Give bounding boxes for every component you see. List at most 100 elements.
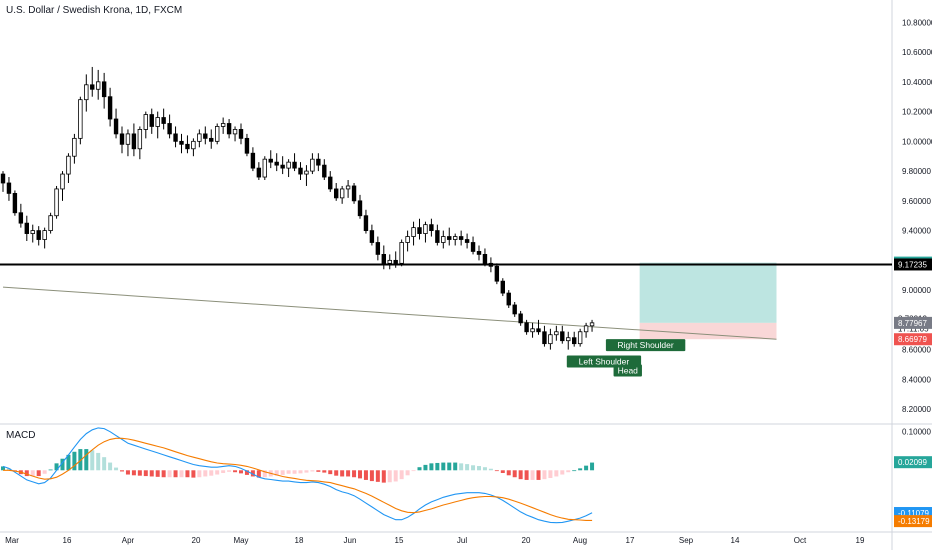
macd-histogram-bar bbox=[221, 470, 226, 473]
macd-histogram-bar bbox=[548, 470, 553, 478]
candle bbox=[351, 185, 357, 202]
macd-title: MACD bbox=[6, 430, 36, 441]
macd-histogram-bar bbox=[459, 463, 464, 471]
macd-histogram-bar bbox=[78, 449, 83, 471]
candle bbox=[60, 173, 65, 190]
macd-histogram-bar bbox=[411, 470, 416, 472]
macd-histogram-bar bbox=[518, 470, 523, 480]
candle bbox=[328, 176, 333, 190]
macd-histogram-bar bbox=[429, 463, 434, 471]
macd-histogram-bar bbox=[572, 470, 577, 472]
candle bbox=[583, 325, 589, 333]
macd-histogram-bar bbox=[358, 470, 362, 479]
macd-histogram-bar bbox=[310, 470, 315, 472]
price-tick-label: 10.00000 bbox=[902, 137, 932, 146]
candle bbox=[589, 322, 595, 327]
target-zone bbox=[639, 262, 777, 323]
pattern-label: Left Shoulder bbox=[579, 357, 630, 367]
stop-zone bbox=[639, 322, 777, 340]
candle bbox=[470, 242, 476, 252]
macd-histogram-bar bbox=[250, 470, 255, 477]
candle bbox=[191, 140, 196, 150]
signal-line bbox=[3, 437, 593, 521]
candle bbox=[298, 167, 303, 175]
macd-histogram-bar bbox=[262, 470, 267, 478]
pattern-label: Right Shoulder bbox=[617, 340, 673, 350]
macd-value-label: 0.02099 bbox=[898, 458, 927, 467]
macd-histogram-bar bbox=[423, 464, 428, 471]
macd-tick-label: 0.10000 bbox=[902, 428, 931, 437]
candle bbox=[435, 230, 440, 243]
chart-title: U.S. Dollar / Swedish Krona, 1D, FXCM bbox=[6, 5, 183, 16]
macd-histogram-bar bbox=[167, 470, 172, 478]
candle bbox=[155, 117, 160, 127]
candle bbox=[417, 227, 422, 234]
macd-histogram-bar bbox=[405, 470, 410, 476]
candle bbox=[220, 123, 226, 127]
macd-histogram-bar bbox=[393, 470, 398, 482]
candle bbox=[310, 158, 315, 172]
candle bbox=[209, 137, 214, 142]
macd-histogram-bar bbox=[334, 470, 339, 476]
macd-histogram-bar bbox=[304, 470, 309, 473]
time-tick-label: 18 bbox=[295, 536, 304, 545]
macd-histogram-bar bbox=[227, 470, 232, 472]
price-tag bbox=[894, 316, 932, 329]
candle bbox=[238, 129, 244, 139]
macd-histogram-bar bbox=[24, 470, 29, 477]
price-tag-label: 9.17235 bbox=[898, 260, 927, 269]
macd-histogram-bar bbox=[316, 470, 321, 472]
time-tick-label: 20 bbox=[522, 536, 531, 545]
candle bbox=[566, 337, 571, 342]
candle bbox=[304, 170, 309, 175]
macd-histogram-bar bbox=[542, 470, 547, 480]
macd-histogram-bar bbox=[66, 454, 71, 471]
price-tick-label: 9.60000 bbox=[902, 197, 931, 206]
pattern-label-box bbox=[613, 364, 642, 377]
time-tick-label: 15 bbox=[395, 536, 404, 545]
candle bbox=[167, 123, 172, 135]
macd-histogram-bar bbox=[506, 470, 511, 476]
macd-histogram-bar bbox=[381, 470, 386, 483]
candle bbox=[107, 96, 113, 120]
time-tick-label: Jun bbox=[344, 536, 357, 545]
time-tick-label: Jul bbox=[457, 536, 467, 545]
price-tick-label: 8.20000 bbox=[902, 405, 931, 414]
time-tick-label: 14 bbox=[731, 536, 740, 545]
candle bbox=[6, 182, 12, 194]
macd-histogram-bar bbox=[566, 470, 571, 473]
candle bbox=[113, 118, 119, 135]
candle bbox=[322, 164, 327, 178]
time-tick-label: Sep bbox=[679, 536, 694, 545]
candle bbox=[572, 337, 577, 345]
candle bbox=[137, 129, 143, 150]
macd-histogram-bar bbox=[60, 458, 65, 471]
time-tick-label: Apr bbox=[122, 536, 135, 545]
price-tick-label: 10.40000 bbox=[902, 78, 932, 87]
price-tick-label: 9.40000 bbox=[902, 227, 931, 236]
candle bbox=[458, 236, 464, 240]
candle bbox=[292, 161, 297, 169]
macd-histogram-bar bbox=[239, 470, 243, 474]
candle bbox=[226, 123, 232, 135]
candle bbox=[339, 188, 345, 199]
candle bbox=[488, 262, 494, 267]
macd-histogram-bar bbox=[161, 470, 166, 478]
macd-histogram-bar bbox=[530, 470, 535, 480]
candle bbox=[577, 331, 583, 345]
macd-histogram-bar bbox=[203, 470, 208, 477]
price-tick-label: 10.60000 bbox=[902, 48, 932, 57]
candle bbox=[250, 152, 256, 169]
candle bbox=[494, 265, 500, 282]
pattern-label: Head bbox=[618, 365, 639, 375]
candle bbox=[405, 236, 410, 243]
candle bbox=[399, 242, 404, 264]
macd-histogram-bar bbox=[417, 467, 422, 471]
candle bbox=[482, 253, 488, 264]
macd-histogram-bar bbox=[441, 462, 446, 471]
macd-histogram-bar bbox=[578, 468, 583, 471]
macd-histogram-bar bbox=[512, 470, 517, 478]
candle bbox=[36, 230, 41, 240]
macd-histogram-bar bbox=[482, 467, 487, 471]
